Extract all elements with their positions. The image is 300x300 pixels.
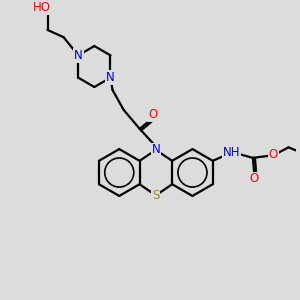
Text: N: N — [74, 49, 82, 62]
Text: N: N — [106, 71, 115, 84]
Text: HO: HO — [33, 1, 51, 14]
Text: N: N — [152, 143, 160, 157]
Text: O: O — [250, 172, 259, 185]
Text: S: S — [152, 189, 160, 202]
Text: O: O — [148, 108, 158, 121]
Text: O: O — [269, 148, 278, 161]
Text: NH: NH — [223, 146, 241, 159]
